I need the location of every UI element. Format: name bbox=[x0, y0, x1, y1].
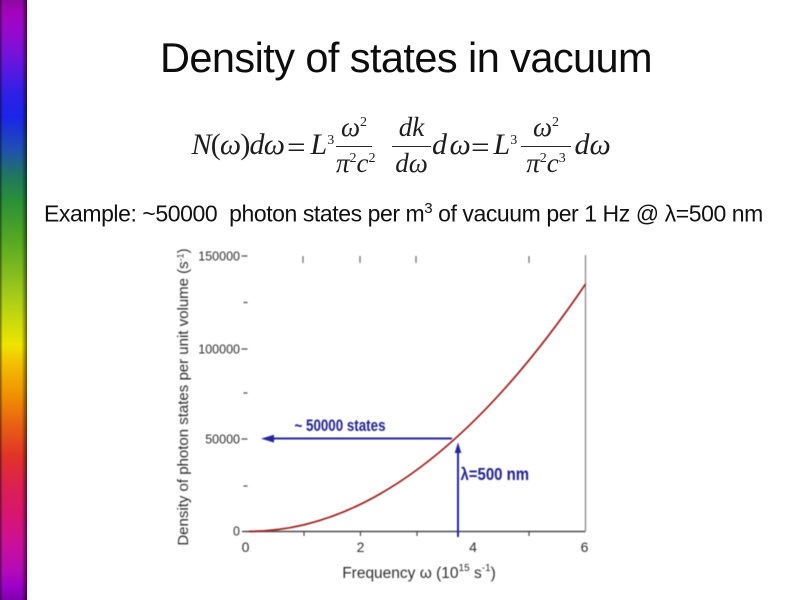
svg-text:0: 0 bbox=[233, 525, 240, 539]
svg-text:0: 0 bbox=[242, 539, 250, 555]
svg-text:6: 6 bbox=[581, 539, 589, 555]
svg-text:150000: 150000 bbox=[198, 250, 240, 264]
svg-text:λ=500 nm: λ=500 nm bbox=[461, 464, 530, 484]
svg-text:~ 50000 states: ~ 50000 states bbox=[295, 416, 386, 435]
svg-text:100000: 100000 bbox=[198, 343, 240, 357]
svg-text:50000: 50000 bbox=[205, 433, 240, 447]
svg-text:Density of photon states per u: Density of photon states per unit volume… bbox=[175, 248, 192, 545]
svg-text:4: 4 bbox=[469, 539, 477, 555]
svg-text:2: 2 bbox=[357, 539, 365, 555]
svg-text:Frequency ω (1015 s-1): Frequency ω (1015 s-1) bbox=[342, 563, 496, 582]
